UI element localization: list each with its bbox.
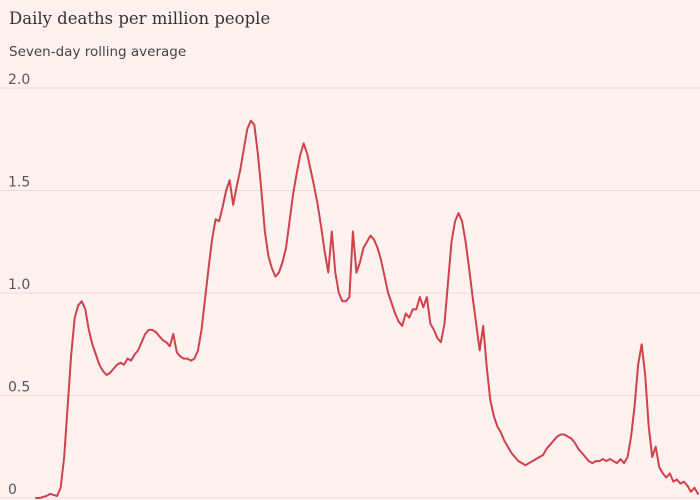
y-axis-tick-labels: 0 0.5 1.0 1.5 2.0 bbox=[8, 72, 30, 498]
y-tick-label: 1.0 bbox=[8, 277, 30, 293]
y-tick-label: 1.5 bbox=[8, 175, 30, 191]
chart-title: Daily deaths per million people bbox=[9, 9, 271, 28]
y-tick-label: 0.5 bbox=[8, 380, 30, 396]
y-tick-label: 0 bbox=[8, 482, 17, 498]
y-tick-label: 2.0 bbox=[8, 72, 30, 88]
chart-subtitle: Seven-day rolling average bbox=[9, 44, 187, 60]
series-line-0 bbox=[35, 119, 699, 499]
series-lines bbox=[35, 119, 699, 499]
